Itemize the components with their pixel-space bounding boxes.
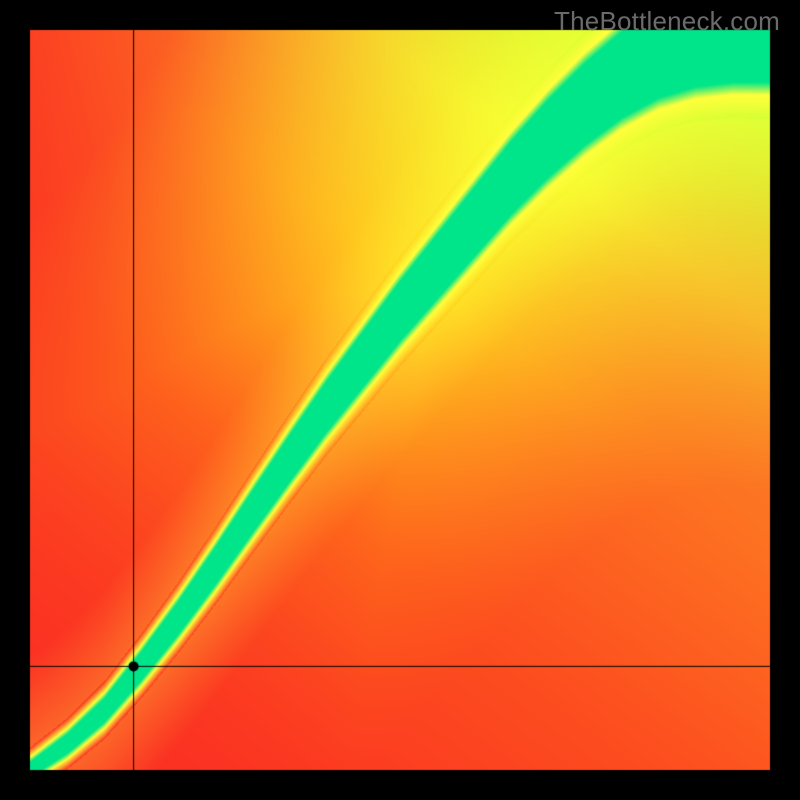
chart-container: TheBottleneck.com <box>0 0 800 800</box>
bottleneck-heatmap-canvas <box>0 0 800 800</box>
watermark-text: TheBottleneck.com <box>554 6 780 37</box>
